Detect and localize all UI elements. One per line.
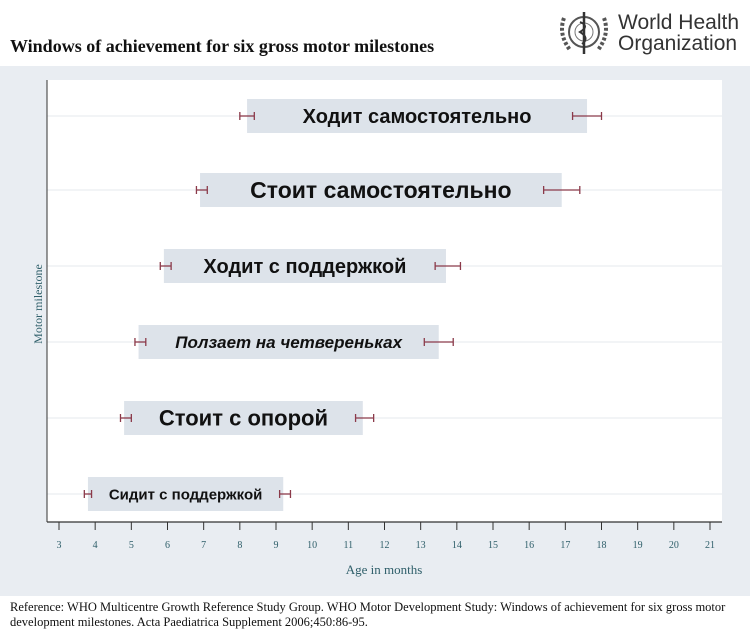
x-tick-label: 6 xyxy=(165,540,170,551)
milestone-label: Ползает на четвереньках xyxy=(175,333,403,352)
range-box xyxy=(200,173,562,207)
milestone-row: Стоит с опорой xyxy=(119,401,375,435)
range-box xyxy=(163,249,446,283)
milestone-chart: Ходит самостоятельно Стоит самостоятельно… xyxy=(31,80,722,577)
x-tick-label: 21 xyxy=(705,540,715,551)
plot-area xyxy=(47,80,722,522)
range-box xyxy=(87,477,284,511)
x-axis-label: Age in months xyxy=(346,562,423,577)
x-tick-label: 20 xyxy=(669,540,679,551)
x-tick-label: 9 xyxy=(274,540,279,551)
milestone-label: Ходит самостоятельно xyxy=(303,106,532,128)
logo-line-2: Organization xyxy=(618,32,738,55)
x-tick-label: 15 xyxy=(488,540,498,551)
range-box xyxy=(124,401,363,435)
range-box xyxy=(247,99,588,133)
x-tick-label: 12 xyxy=(380,540,390,551)
logo-line-1: World Health xyxy=(618,11,739,34)
x-tick-label: 11 xyxy=(344,540,354,551)
milestone-row: Сидит с поддержкой xyxy=(83,477,292,511)
milestone-label: Стоит самостоятельно xyxy=(250,177,511,203)
x-tick-label: 13 xyxy=(416,540,426,551)
x-tick-label: 8 xyxy=(237,540,242,551)
milestone-row: Ходит с поддержкой xyxy=(159,249,462,283)
x-tick-label: 16 xyxy=(524,540,534,551)
milestone-label: Ходит с поддержкой xyxy=(203,256,406,278)
milestone-label: Сидит с поддержкой xyxy=(109,486,263,503)
x-tick-label: 17 xyxy=(560,540,570,551)
reference-note: Reference: WHO Multicentre Growth Refere… xyxy=(10,600,726,629)
x-tick-label: 10 xyxy=(307,540,317,551)
milestone-label: Стоит с опорой xyxy=(159,406,328,431)
x-tick-label: 5 xyxy=(129,540,134,551)
milestone-row: Ходит самостоятельно xyxy=(239,99,603,133)
x-tick-label: 18 xyxy=(597,540,607,551)
y-axis-label: Motor milestone xyxy=(31,264,45,344)
x-tick-label: 4 xyxy=(93,540,98,551)
x-tick-label: 7 xyxy=(201,540,206,551)
x-tick-label: 14 xyxy=(452,540,462,551)
range-box xyxy=(138,325,439,359)
who-logo: World Health Organization xyxy=(556,8,739,58)
milestone-row: Ползает на четвереньках xyxy=(134,325,454,359)
x-tick-label: 19 xyxy=(633,540,643,551)
milestone-row: Стоит самостоятельно xyxy=(195,173,581,207)
who-emblem-icon xyxy=(560,12,608,54)
x-tick-label: 3 xyxy=(57,540,62,551)
chart-title: Windows of achievement for six gross mot… xyxy=(10,36,435,56)
